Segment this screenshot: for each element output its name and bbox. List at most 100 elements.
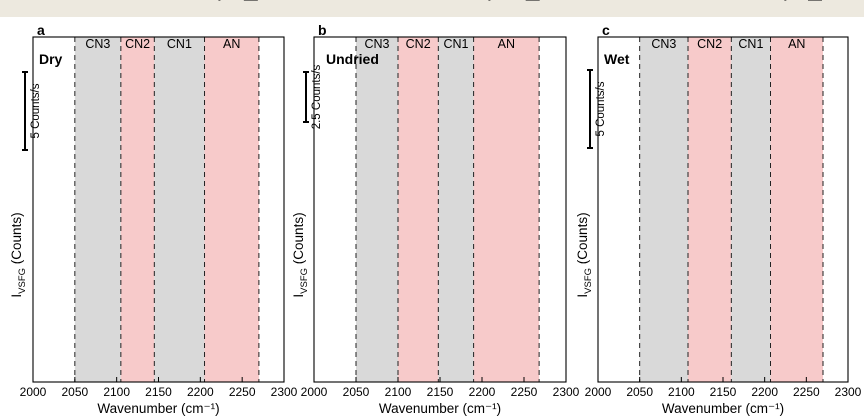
trace-label: 0 V — [35, 0, 50, 3]
peak-label-an2: AN2 — [773, 0, 795, 3]
trace-label: -0.15 V — [35, 0, 66, 3]
scale-bar-label: 2.5 Counts/s — [311, 64, 323, 129]
trace-label: -0.6 V — [600, 0, 626, 3]
x-tick-label: 2300 — [553, 385, 580, 399]
x-tick-label: 2150 — [145, 385, 172, 399]
region-band-cn1 — [438, 37, 474, 382]
region-band-an — [204, 37, 259, 382]
trace-label: -0.15 V — [600, 0, 631, 3]
region-label-cn2: CN2 — [406, 37, 431, 51]
trace-label: 0.3 V — [316, 0, 339, 3]
scale-bar-label: 5 Counts/s — [30, 83, 42, 138]
x-tick-label: 2100 — [103, 385, 130, 399]
x-axis-title: Wavenumber (cm⁻¹) — [662, 401, 784, 416]
panel-letter: b — [318, 22, 327, 38]
region-band-cn2 — [688, 37, 732, 382]
y-axis-title-main: I — [575, 294, 590, 298]
trace-label: 0.3 V — [600, 0, 623, 3]
x-tick-label: 2250 — [793, 385, 820, 399]
x-axis-title: Wavenumber (cm⁻¹) — [97, 401, 219, 416]
region-label-an: AN — [498, 37, 515, 51]
x-tick-label: 2150 — [710, 385, 737, 399]
y-axis-title: IVSFG (Counts) — [9, 212, 28, 297]
x-tick-label: 2050 — [61, 385, 88, 399]
region-label-cn2: CN2 — [125, 37, 150, 51]
region-band-cn1 — [154, 37, 205, 382]
trace-label: 0.3 V — [35, 0, 58, 3]
x-tick-label: 2250 — [229, 385, 256, 399]
region-band-cn2 — [120, 37, 155, 382]
trace-label: -0.45 V — [316, 0, 347, 3]
trace-label: -0.3 V — [35, 0, 61, 3]
peak-label-an2: AN2 — [207, 0, 229, 3]
x-tick-label: 2000 — [585, 385, 612, 399]
x-tick-label: 2050 — [626, 385, 653, 399]
x-tick-label: 2200 — [751, 385, 778, 399]
trace-label: -0.15 V — [316, 0, 347, 3]
condition-label: Undried — [326, 51, 379, 67]
trace-label: 0.15 V — [35, 0, 63, 3]
peak-label-an2: AN2 — [477, 0, 499, 3]
condition-label: Dry — [39, 51, 63, 67]
y-axis-title: IVSFG (Counts) — [291, 212, 310, 297]
region-label-an: AN — [788, 37, 805, 51]
region-label-cn3: CN3 — [651, 37, 676, 51]
y-axis-title-main: I — [291, 294, 306, 298]
trace-label: -0.3 V — [600, 0, 626, 3]
panel-b: CN3 CN2 CN1 AN -0.6 V-0.45 V-0.3 V-0.15 V0 V… — [291, 0, 580, 416]
y-axis-title-tail: (Counts) — [9, 212, 24, 268]
region-label-cn3: CN3 — [85, 37, 110, 51]
region-label-an: AN — [223, 37, 240, 51]
y-axis-title-sub: VSFG — [299, 268, 310, 294]
x-tick-label: 2300 — [271, 385, 298, 399]
peak-label-an1: AN1 — [528, 0, 550, 3]
trace-label: -0.3 V — [316, 0, 342, 3]
trace-label: -0.45 V — [35, 0, 66, 3]
x-tick-label: 2200 — [469, 385, 496, 399]
trace-label: -0.45 V — [600, 0, 631, 3]
y-axis-title-tail: (Counts) — [575, 212, 590, 268]
panel-c: CN3 CN2 CN1 AN -0.6 V-0.45 V-0.3 V-0.15 V0 V… — [575, 0, 862, 416]
condition-label: Wet — [604, 51, 630, 67]
region-band-an — [473, 37, 540, 382]
panel-a: CN3 CN2 CN1 AN -0.6 V-0.45 V-0.3 V-0.15 V0 V… — [9, 0, 298, 416]
x-tick-label: 2300 — [835, 385, 862, 399]
x-tick-label: 2150 — [427, 385, 454, 399]
region-label-cn3: CN3 — [364, 37, 389, 51]
trace-label: 0.15 V — [600, 0, 628, 3]
region-band-cn3 — [639, 37, 688, 382]
x-tick-label: 2250 — [511, 385, 538, 399]
region-band-cn3 — [74, 37, 121, 382]
region-label-cn2: CN2 — [697, 37, 722, 51]
y-axis-title-sub: VSFG — [583, 268, 594, 294]
region-label-cn1: CN1 — [738, 37, 763, 51]
peak-label-an1: AN1 — [247, 0, 269, 3]
y-axis-title: IVSFG (Counts) — [575, 212, 594, 297]
peak-label-an1: AN1 — [811, 0, 833, 3]
x-tick-label: 2000 — [301, 385, 328, 399]
x-tick-label: 2050 — [343, 385, 370, 399]
trace-label: -0.6 V — [316, 0, 342, 3]
region-band-cn1 — [731, 37, 771, 382]
x-tick-label: 2200 — [187, 385, 214, 399]
y-axis-title-sub: VSFG — [17, 268, 28, 294]
region-label-cn1: CN1 — [443, 37, 468, 51]
region-band-an — [770, 37, 823, 382]
trace-label: 0 V — [600, 0, 615, 3]
x-tick-label: 2100 — [385, 385, 412, 399]
trace-label: 0 V — [316, 0, 331, 3]
region-band-cn3 — [356, 37, 398, 382]
top-band — [0, 0, 864, 17]
scale-bar-label: 5 Counts/s — [595, 81, 607, 136]
y-axis-title-main: I — [9, 294, 24, 298]
y-axis-title-tail: (Counts) — [291, 212, 306, 268]
panel-letter: a — [37, 22, 45, 38]
panel-letter: c — [602, 22, 610, 38]
region-label-cn1: CN1 — [167, 37, 192, 51]
x-axis-title: Wavenumber (cm⁻¹) — [379, 401, 501, 416]
trace-label: 0.15 V — [316, 0, 344, 3]
region-band-cn2 — [398, 37, 439, 382]
x-tick-label: 2100 — [668, 385, 695, 399]
x-tick-label: 2000 — [20, 385, 47, 399]
